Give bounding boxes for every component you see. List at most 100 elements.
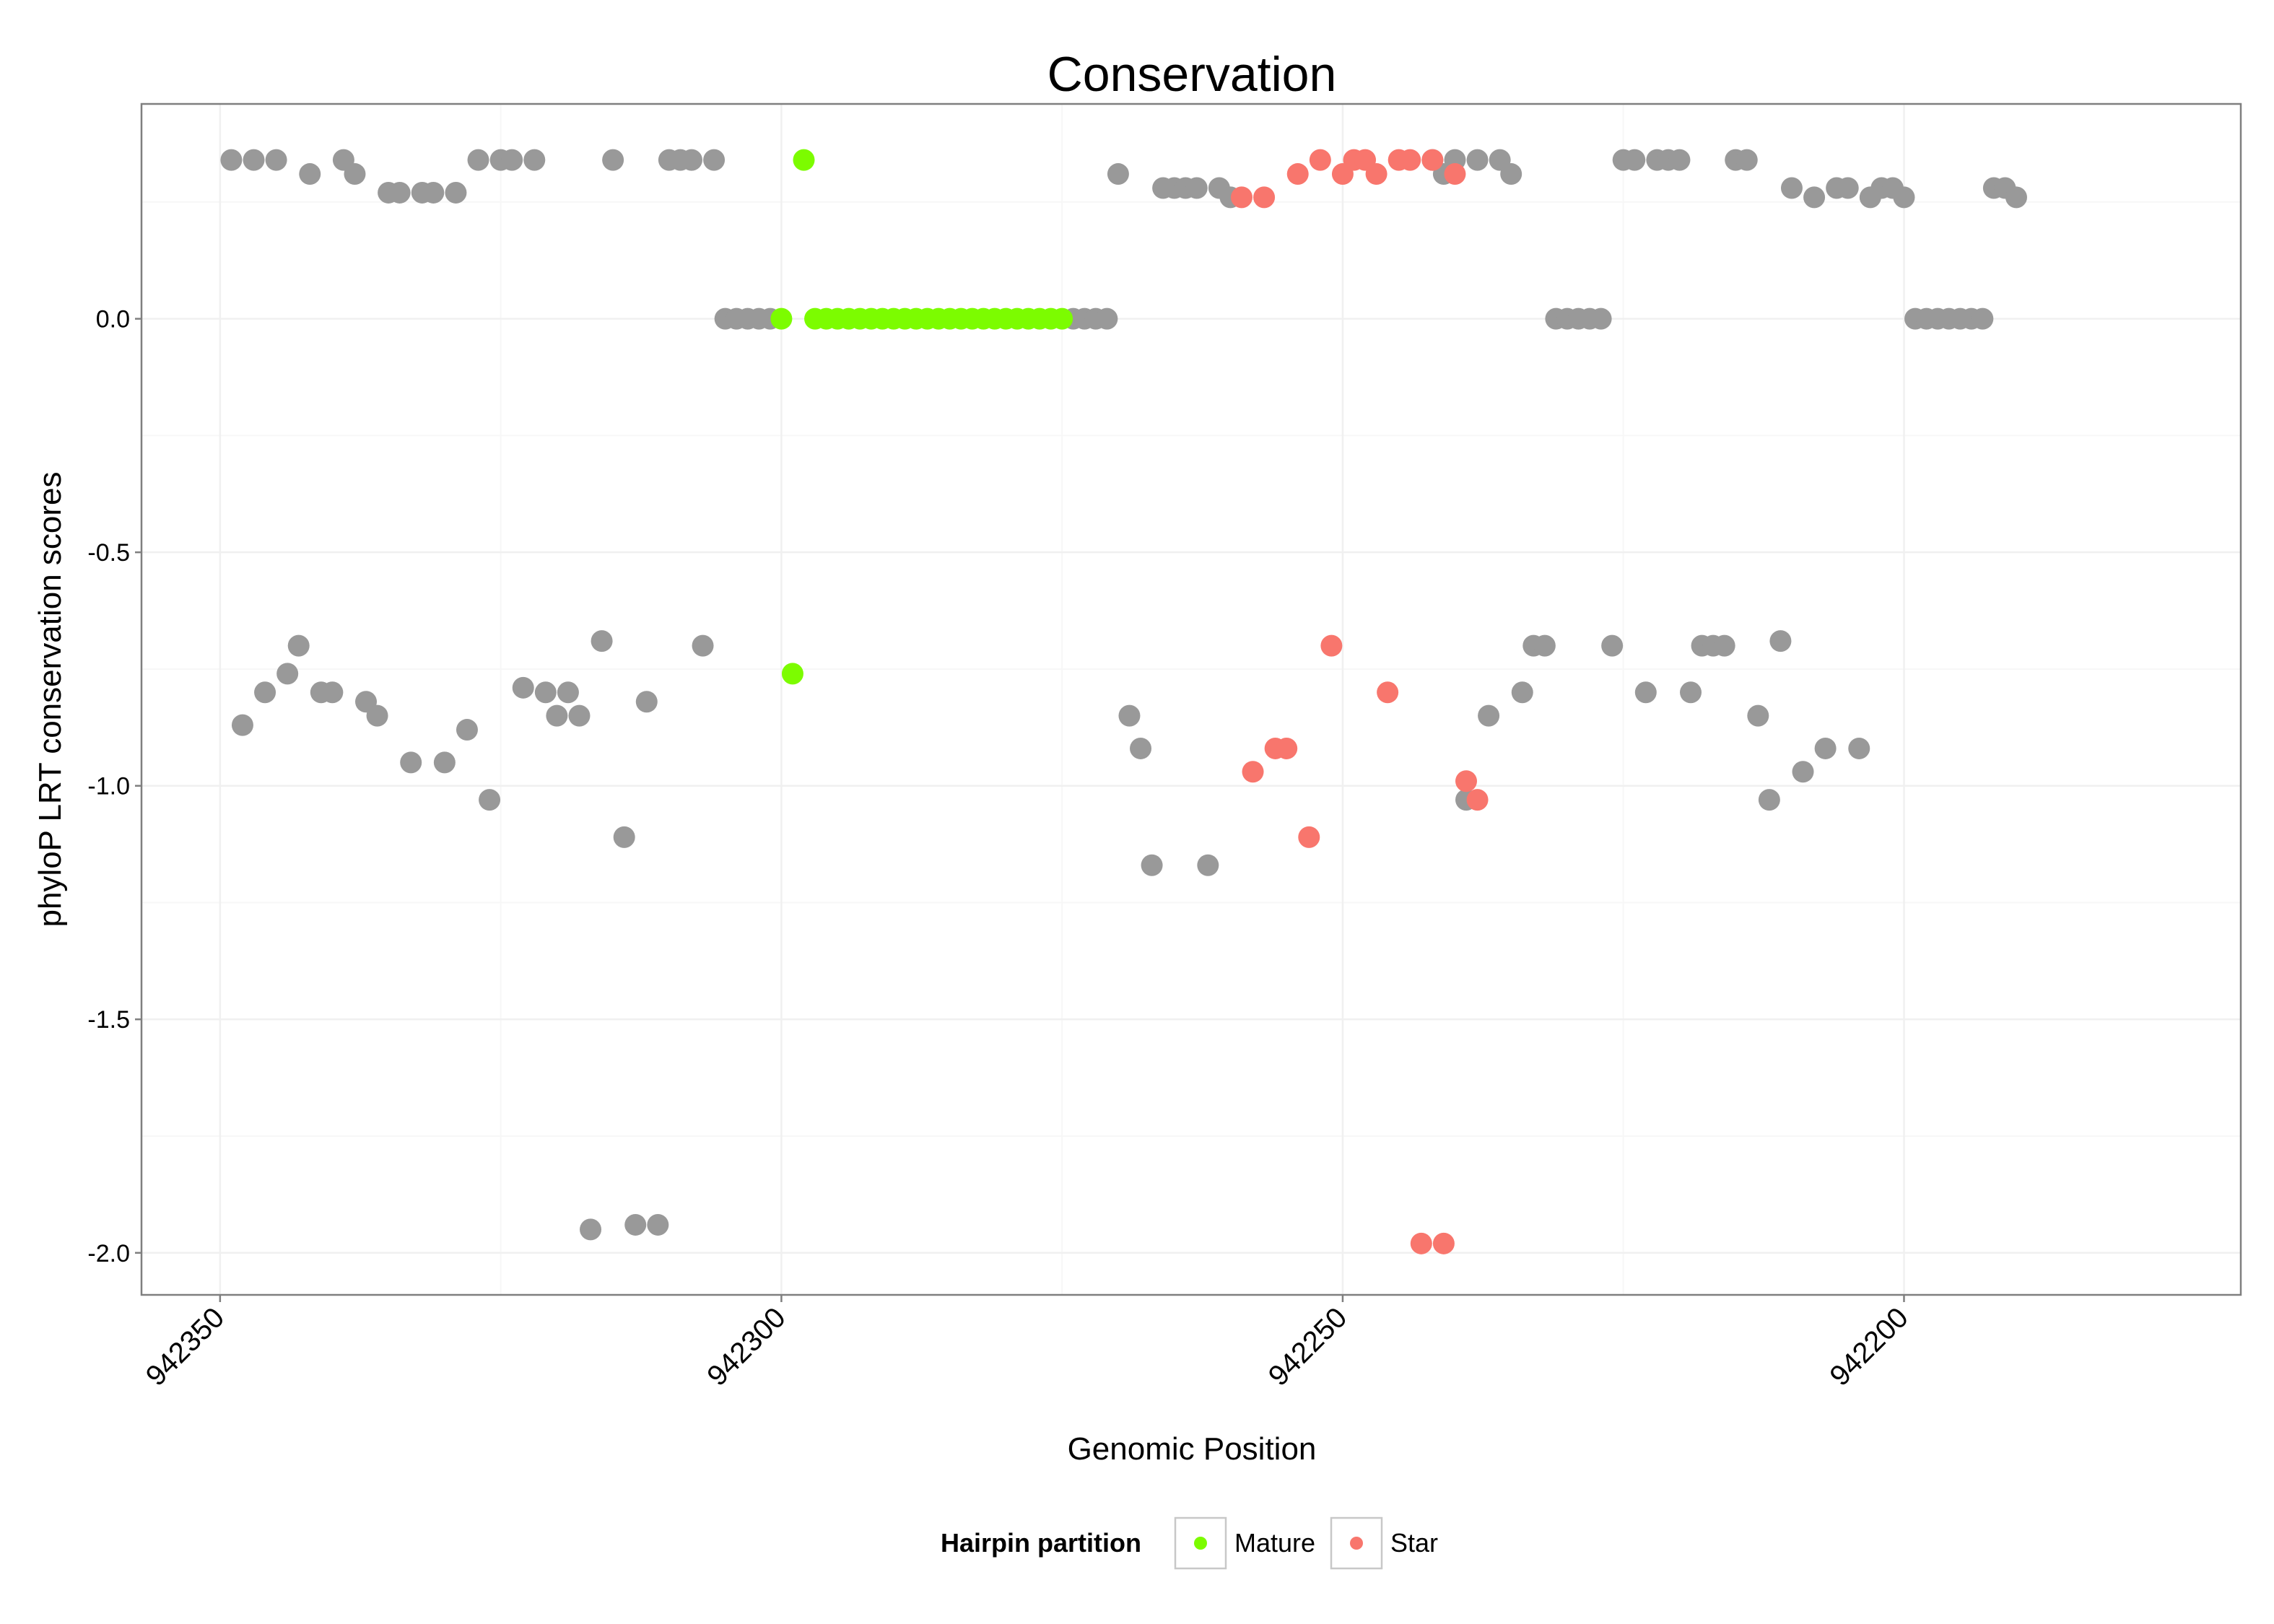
point-mature <box>781 663 803 685</box>
legend-title: Hairpin partition <box>941 1528 1141 1558</box>
x-tick-label: 942350 <box>140 1301 231 1392</box>
point-other <box>2005 186 2027 209</box>
panel-border <box>140 102 2242 1296</box>
point-other <box>1601 634 1624 657</box>
point-other <box>1466 149 1489 171</box>
point-star <box>1410 1232 1432 1254</box>
data-points <box>220 149 2027 1254</box>
point-mature <box>1051 307 1073 330</box>
point-other <box>1141 854 1163 876</box>
point-other <box>1197 854 1219 876</box>
point-star <box>1230 186 1253 209</box>
point-mature <box>770 307 793 330</box>
point-other <box>366 704 388 727</box>
y-tick-label: -1.0 <box>87 773 130 800</box>
point-star <box>1309 149 1331 171</box>
point-mature <box>793 149 815 171</box>
point-other <box>1735 149 1758 171</box>
point-other <box>1533 634 1556 657</box>
point-other <box>1590 307 1612 330</box>
point-star <box>1298 826 1320 848</box>
point-other <box>1511 681 1533 704</box>
point-other <box>568 704 591 727</box>
point-other <box>624 1213 647 1236</box>
point-other <box>613 826 635 848</box>
point-other <box>512 676 534 699</box>
point-other <box>1130 737 1152 759</box>
y-tick-label: -1.5 <box>87 1006 130 1034</box>
point-other <box>1837 177 1859 199</box>
point-other <box>1500 163 1522 185</box>
point-star <box>1253 186 1276 209</box>
x-tick-label: 942250 <box>1263 1301 1354 1392</box>
point-star <box>1455 770 1477 793</box>
point-star <box>1444 163 1466 185</box>
point-other <box>1972 307 1994 330</box>
y-tick-label: -0.5 <box>87 539 130 567</box>
point-other <box>1747 704 1769 727</box>
point-other <box>580 1218 602 1241</box>
point-other <box>456 719 478 741</box>
x-axis-title: Genomic Position <box>1068 1431 1317 1467</box>
point-other <box>1107 163 1129 185</box>
point-other <box>703 149 726 171</box>
point-other <box>243 149 265 171</box>
point-other <box>647 1213 669 1236</box>
point-other <box>479 789 501 811</box>
x-tick-label: 942300 <box>701 1301 792 1392</box>
point-other <box>231 714 253 736</box>
point-other <box>1668 149 1691 171</box>
point-star <box>1432 1232 1455 1254</box>
chart-title: Conservation <box>1047 47 1337 102</box>
point-other <box>557 681 579 704</box>
point-other <box>501 149 523 171</box>
point-other <box>299 163 321 185</box>
y-axis-title: phyloP LRT conservation scores <box>32 471 68 927</box>
point-other <box>321 681 344 704</box>
point-other <box>1792 761 1814 783</box>
point-other <box>635 691 658 713</box>
point-star <box>1286 163 1309 185</box>
y-axis: 0.0 -0.5 -1.0 -1.5 -2.0 <box>87 306 141 1267</box>
panel-background <box>141 104 2241 1295</box>
point-other <box>602 149 624 171</box>
point-other <box>254 681 276 704</box>
point-other <box>388 181 411 204</box>
point-star <box>1466 789 1489 811</box>
point-other <box>591 630 613 652</box>
point-other <box>1769 630 1792 652</box>
point-star <box>1320 634 1343 657</box>
legend-swatch-mature <box>1194 1537 1207 1550</box>
point-other <box>1634 681 1657 704</box>
point-other <box>220 149 243 171</box>
point-other <box>1478 704 1500 727</box>
legend-label-mature: Mature <box>1234 1528 1315 1558</box>
point-other <box>680 149 702 171</box>
point-star <box>1276 737 1298 759</box>
point-other <box>344 163 366 185</box>
point-other <box>287 634 310 657</box>
y-tick-label: -2.0 <box>87 1240 130 1267</box>
point-other <box>1118 704 1141 727</box>
legend: Hairpin partition Mature Star <box>941 1516 1438 1570</box>
point-other <box>1814 737 1837 759</box>
legend-label-star: Star <box>1390 1528 1438 1558</box>
point-other <box>1713 634 1735 657</box>
point-other <box>1803 186 1826 209</box>
point-other <box>400 751 422 774</box>
plot-panel <box>140 102 2242 1296</box>
point-other <box>1758 789 1780 811</box>
point-other <box>1680 681 1702 704</box>
point-other <box>546 704 568 727</box>
point-other <box>422 181 445 204</box>
point-other <box>276 663 299 685</box>
point-other <box>1848 737 1870 759</box>
point-other <box>445 181 467 204</box>
point-star <box>1377 681 1399 704</box>
point-other <box>1096 307 1118 330</box>
point-star <box>1242 761 1264 783</box>
point-other <box>1624 149 1646 171</box>
legend-swatch-star <box>1350 1537 1363 1550</box>
point-star <box>1365 163 1388 185</box>
